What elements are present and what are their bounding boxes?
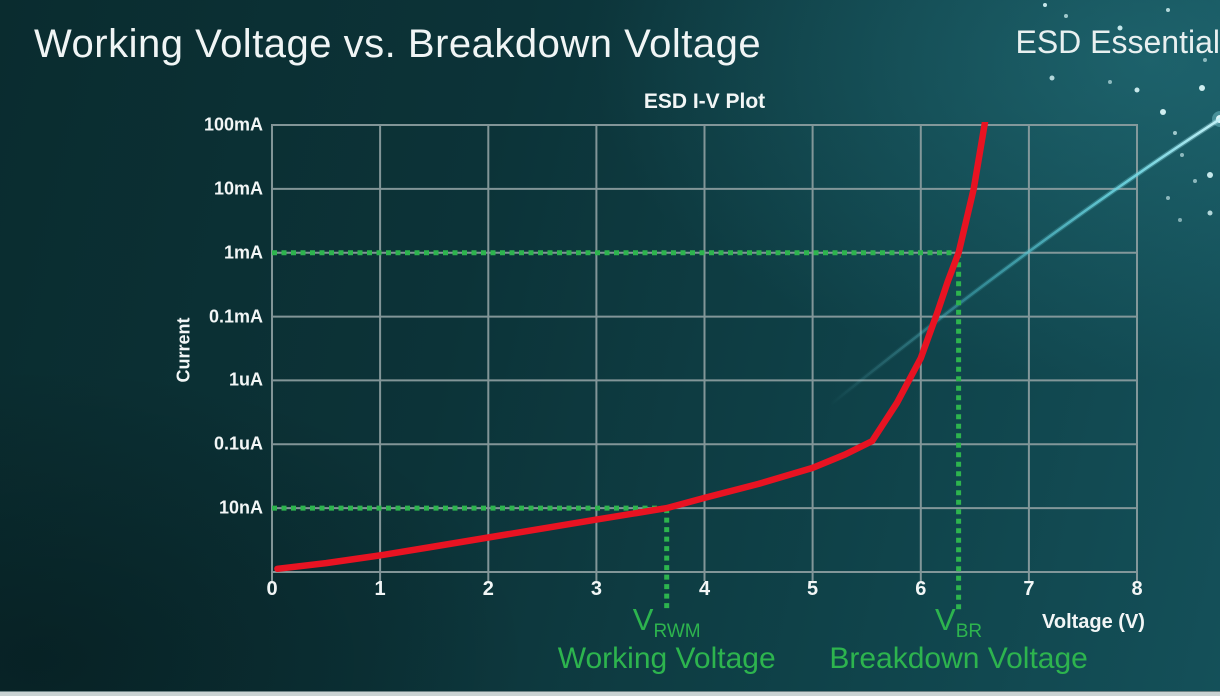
brand-text: ESD Essential (1015, 24, 1220, 60)
y-tick-0.1mA: 0.1mA (208, 306, 263, 327)
x-tick-1: 1 (374, 578, 386, 600)
y-tick-10nA: 10nA (218, 497, 263, 518)
y-tick-0.1uA: 0.1uA (213, 433, 263, 454)
x-tick-6: 6 (915, 578, 927, 600)
annotation-breakdown-voltage: VBR Breakdown Voltage (829, 604, 1088, 675)
bottom-edge-strip (0, 691, 1220, 696)
vbr-symbol: VBR (935, 602, 983, 642)
x-tick-3: 3 (590, 578, 602, 600)
iv-curve (274, 122, 989, 573)
vbr-label: Breakdown Voltage (829, 642, 1088, 676)
y-tick-100mA: 100mA (203, 114, 263, 135)
y-tick-10mA: 10mA (213, 178, 263, 199)
y-tick-1uA: 1uA (228, 369, 263, 390)
plot-area (271, 116, 1220, 617)
page-title: Working Voltage vs. Breakdown Voltage (34, 22, 762, 66)
decorative-swoosh (828, 116, 1220, 407)
x-tick-8: 8 (1131, 578, 1143, 600)
vrwm-label: Working Voltage (557, 642, 776, 676)
x-axis-label: Voltage (V) (1042, 611, 1145, 633)
vrwm-symbol: VRWM (632, 602, 701, 642)
annotation-working-voltage: VRWM Working Voltage (558, 604, 776, 675)
y-tick-1mA: 1mA (223, 242, 263, 263)
x-tick-0: 0 (266, 578, 278, 600)
x-tick-4: 4 (698, 578, 711, 600)
guide-lines (272, 250, 962, 610)
x-tick-7: 7 (1023, 578, 1035, 600)
chart-title: ESD I-V Plot (643, 90, 766, 113)
x-tick-2: 2 (482, 578, 494, 600)
x-tick-5: 5 (807, 578, 819, 600)
